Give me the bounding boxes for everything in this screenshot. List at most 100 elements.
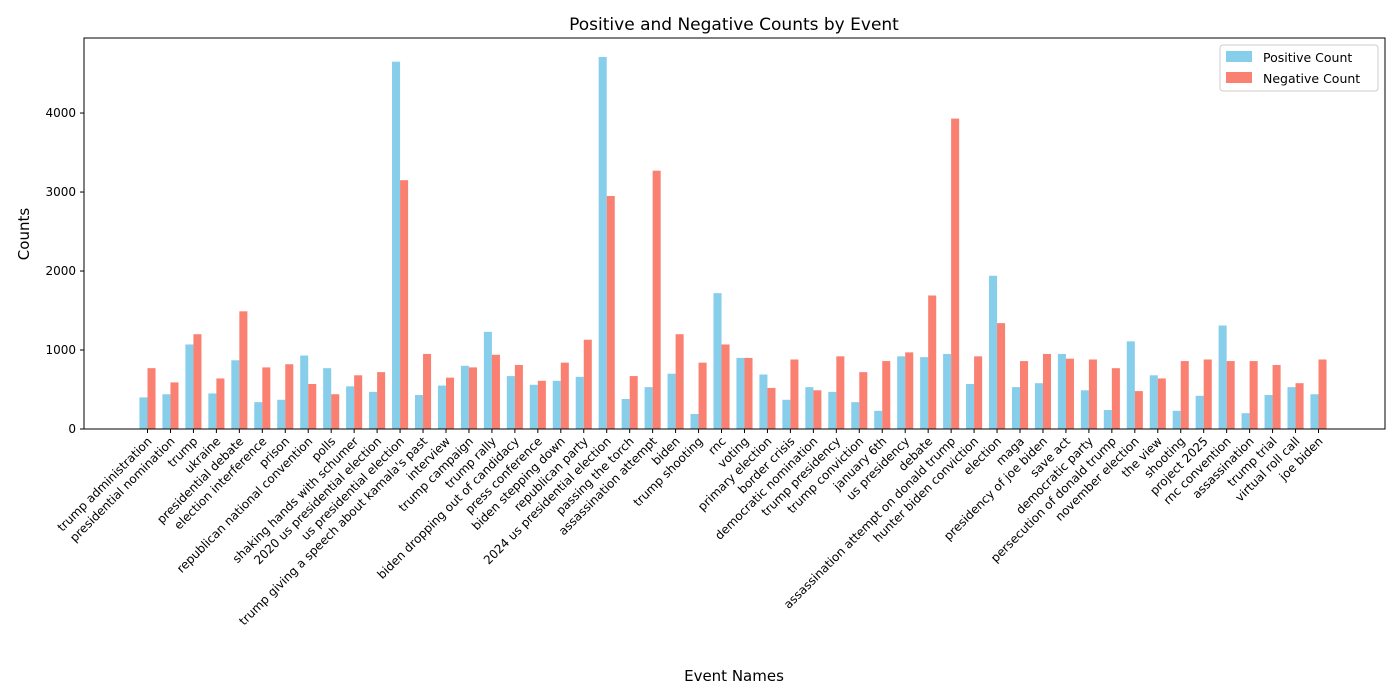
bar-positive-3 [208, 393, 217, 429]
bar-negative-30 [836, 356, 845, 429]
bar-positive-37 [989, 275, 998, 429]
bar-positive-22 [644, 387, 653, 429]
bar-positive-44 [1149, 375, 1158, 429]
bar-negative-0 [147, 368, 156, 429]
bar-positive-50 [1287, 387, 1296, 429]
y-tick-label-1: 1000 [45, 343, 76, 357]
y-tick-label-0: 0 [68, 422, 76, 436]
bar-positive-1 [162, 394, 171, 429]
bar-positive-36 [966, 383, 975, 429]
bar-positive-43 [1126, 341, 1135, 429]
bar-negative-38 [1020, 361, 1029, 429]
y-axis: 0 1000 2000 3000 4000 [45, 106, 84, 436]
bar-positive-18 [552, 380, 561, 429]
bar-positive-40 [1057, 353, 1066, 429]
legend-label-negative: Negative Count [1263, 71, 1360, 86]
y-tick-label-2: 2000 [45, 264, 76, 278]
bar-negative-6 [285, 364, 294, 429]
bar-negative-39 [1042, 353, 1052, 429]
bar-negative-7 [308, 383, 317, 429]
bar-negative-4 [239, 311, 248, 429]
bar-negative-1 [170, 382, 179, 429]
bar-positive-28 [782, 399, 791, 429]
bar-positive-41 [1080, 390, 1089, 429]
bar-positive-29 [805, 387, 814, 429]
legend-swatch-positive [1226, 51, 1252, 62]
bar-positive-34 [920, 357, 929, 429]
bar-positive-9 [346, 386, 355, 429]
legend-swatch-negative [1226, 72, 1252, 83]
legend: Positive Count Negative Count [1219, 44, 1379, 92]
bar-positive-27 [759, 374, 768, 429]
bar-negative-26 [744, 357, 753, 429]
bar-positive-0 [139, 397, 148, 429]
bar-positive-10 [369, 391, 378, 429]
bar-negative-37 [997, 323, 1006, 429]
bar-negative-47 [1226, 361, 1235, 429]
bar-negative-13 [445, 377, 455, 429]
bar-positive-6 [277, 399, 286, 429]
bar-positive-21 [621, 398, 630, 429]
bar-positive-4 [231, 360, 240, 429]
bar-positive-15 [483, 331, 492, 429]
legend-frame [1219, 44, 1379, 92]
bar-negative-12 [423, 353, 432, 429]
bar-positive-8 [323, 368, 332, 429]
bar-negative-24 [698, 362, 707, 429]
bar-negative-27 [767, 387, 776, 429]
bar-positive-25 [713, 293, 722, 429]
bar-negative-15 [491, 354, 500, 429]
bar-positive-31 [851, 402, 860, 429]
bar-negative-22 [652, 170, 661, 429]
bar-positive-23 [667, 373, 676, 429]
bar-negative-43 [1134, 391, 1143, 429]
bar-negative-44 [1157, 378, 1166, 429]
bar-negative-14 [468, 367, 477, 429]
bar-negative-25 [721, 344, 730, 429]
bar-positive-30 [828, 391, 837, 429]
bar-negative-51 [1318, 359, 1327, 429]
bar-negative-42 [1111, 368, 1120, 429]
y-tick-label-4: 4000 [45, 106, 76, 120]
bar-positive-35 [943, 353, 952, 429]
bar-positive-16 [506, 376, 515, 429]
bar-positive-32 [874, 410, 883, 429]
bar-negative-36 [974, 356, 983, 429]
bar-negative-48 [1249, 361, 1258, 429]
bar-negative-23 [675, 334, 684, 429]
bar-negative-40 [1065, 358, 1074, 429]
bar-positive-39 [1034, 383, 1043, 429]
x-axis-label: Event Names [684, 667, 784, 685]
bar-positive-14 [460, 365, 469, 429]
bar-positive-7 [300, 355, 309, 429]
bar-positive-20 [598, 56, 607, 430]
bar-negative-33 [905, 352, 914, 429]
bar-positive-46 [1195, 395, 1204, 429]
bar-negative-16 [514, 365, 523, 429]
bar-negative-21 [629, 376, 638, 429]
bar-negative-20 [606, 195, 615, 429]
bar-negative-2 [193, 334, 202, 429]
bar-positive-5 [254, 402, 263, 429]
bar-negative-9 [354, 375, 363, 429]
bar-negative-34 [928, 295, 937, 429]
bar-negative-10 [377, 372, 386, 429]
chart-title: Positive and Negative Counts by Event [569, 15, 899, 35]
bar-negative-11 [400, 180, 409, 429]
bar-negative-18 [560, 362, 569, 429]
bar-positive-49 [1264, 395, 1273, 429]
bar-positive-24 [690, 413, 699, 429]
bar-negative-45 [1180, 361, 1189, 429]
bar-negative-28 [790, 359, 799, 429]
bar-negative-32 [882, 361, 891, 429]
bar-negative-29 [813, 390, 822, 429]
bar-negative-41 [1088, 359, 1097, 429]
bar-positive-12 [414, 395, 424, 429]
bar-positive-48 [1241, 413, 1250, 429]
bar-negative-31 [859, 372, 868, 429]
bar-positive-26 [736, 357, 745, 429]
bar-positive-13 [437, 385, 446, 429]
plot-frame [83, 37, 1386, 430]
bar-negative-50 [1295, 383, 1304, 429]
